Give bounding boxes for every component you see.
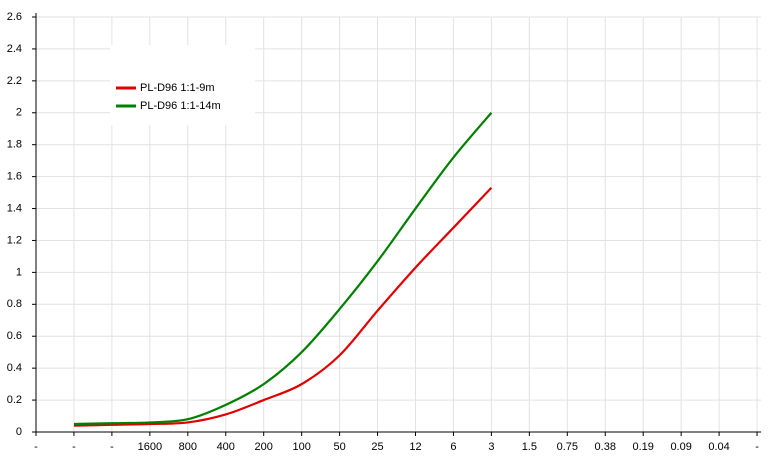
x-tick-label: 50	[333, 441, 345, 453]
x-tick-label: 100	[292, 441, 310, 453]
y-tick-label: 0	[16, 426, 22, 438]
y-tick-label: 0.8	[7, 298, 22, 310]
line	[73, 112, 493, 426]
x-tick-label: 400	[217, 441, 235, 453]
x-tick-label: -	[72, 441, 76, 453]
y-tick-label: 1	[16, 266, 22, 278]
x-tick-label: -	[110, 441, 114, 453]
x-tick-label: 1600	[138, 441, 162, 453]
y-tick-label: 1.6	[7, 171, 22, 183]
y-tick-label: 1.4	[7, 202, 22, 214]
y-tick-label: 0.2	[7, 394, 22, 406]
legend-label: PL-D96 1:1-9m	[140, 82, 215, 94]
x-tick-label: 0.19	[632, 441, 653, 453]
x-tick-label: 0.75	[557, 441, 578, 453]
x-tick-label: 0.09	[670, 441, 691, 453]
x-tick-label: -	[34, 441, 38, 453]
x-tick-label: 12	[409, 441, 421, 453]
y-tick-label: 2.2	[7, 75, 22, 87]
legend-label: PL-D96 1:1-14m	[140, 100, 221, 112]
x-tick-label: 0.04	[708, 441, 729, 453]
x-tick-label: 800	[179, 441, 197, 453]
line	[73, 187, 493, 427]
x-tick-label: -	[755, 441, 759, 453]
x-tick-label: 6	[450, 441, 456, 453]
x-tick-label: 0.38	[595, 441, 616, 453]
x-tick-label: 1.5	[522, 441, 537, 453]
x-tick-label: 200	[255, 441, 273, 453]
x-tick-label: 25	[371, 441, 383, 453]
y-tick-label: 0.6	[7, 330, 22, 342]
y-tick-label: 2.6	[7, 11, 22, 23]
y-tick-label: 1.2	[7, 234, 22, 246]
y-tick-label: 2.4	[7, 43, 22, 55]
y-tick-label: 2	[16, 107, 22, 119]
legend-box	[110, 45, 255, 125]
y-tick-label: 1.8	[7, 139, 22, 151]
x-tick-label: 3	[488, 441, 494, 453]
y-tick-label: 0.4	[7, 362, 22, 374]
